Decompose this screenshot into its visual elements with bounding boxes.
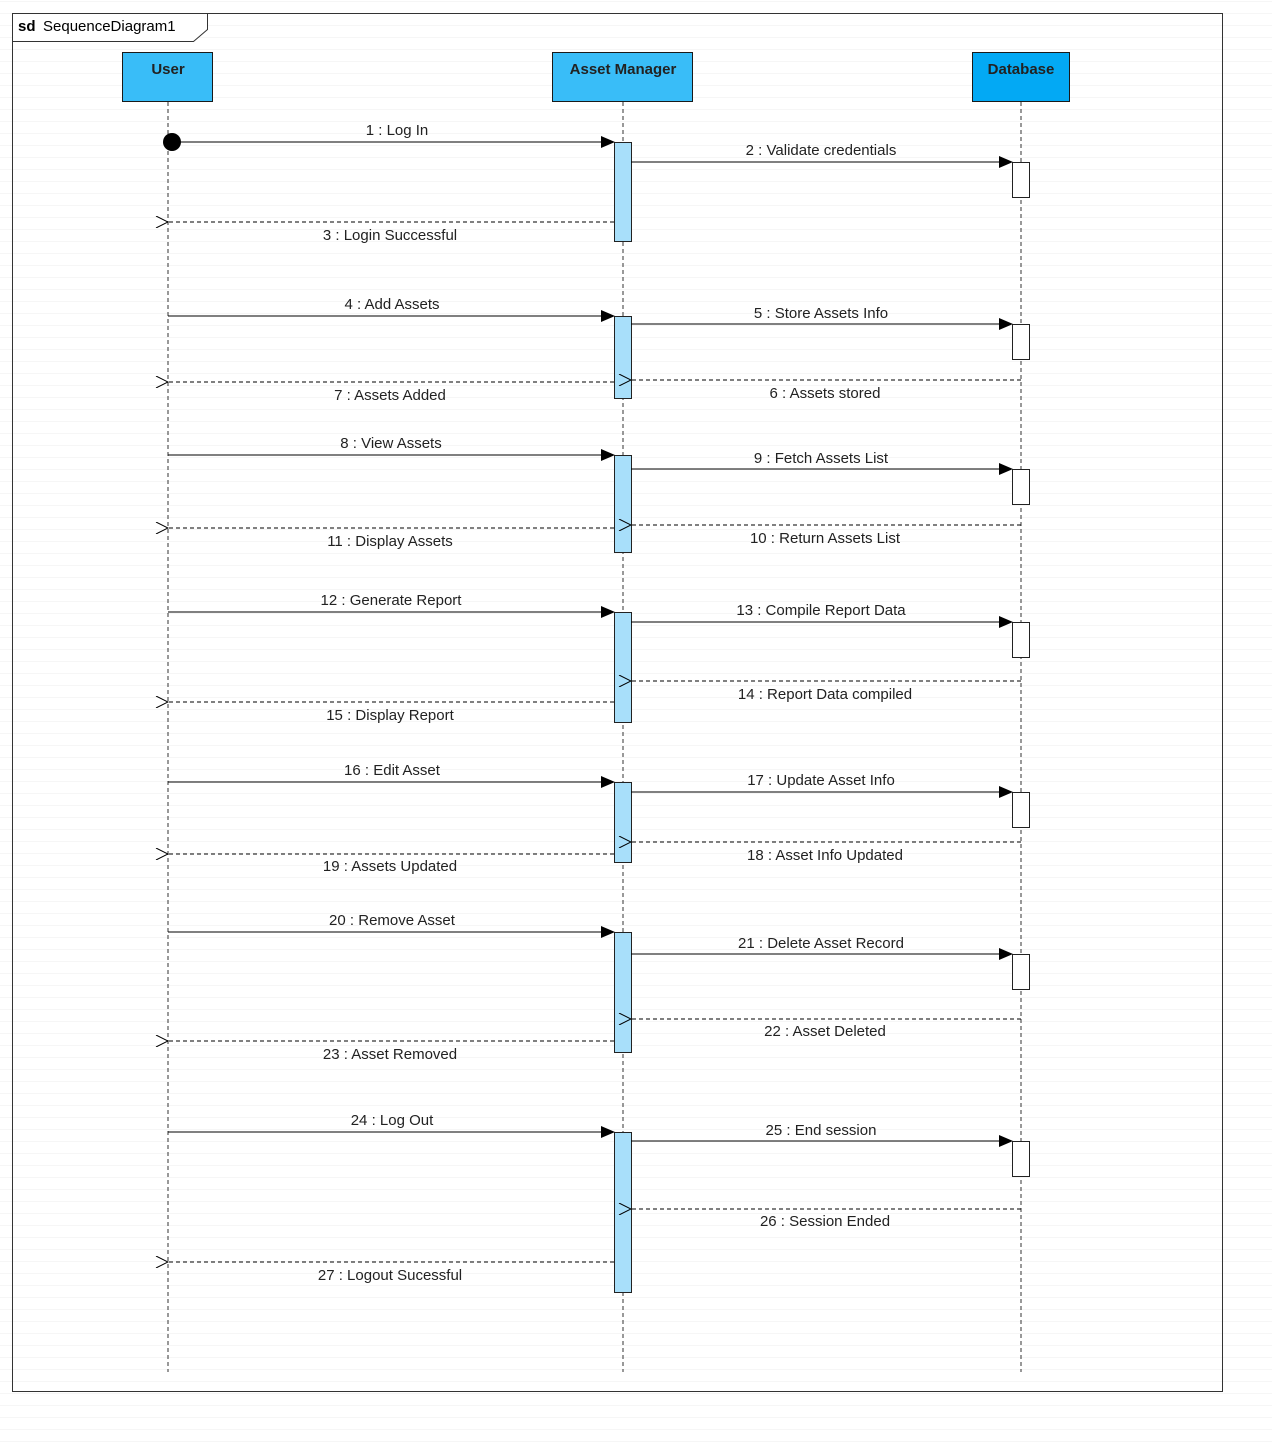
- activation-box: [1012, 622, 1030, 658]
- activation-bar: [614, 142, 632, 242]
- lifeline-asset-manager-head[interactable]: [552, 52, 693, 102]
- message-label: 25 : End session: [766, 1122, 877, 1139]
- frame-keyword: sd: [18, 18, 36, 35]
- activation-bar: [614, 612, 632, 723]
- message-label: 9 : Fetch Assets List: [754, 450, 889, 467]
- activation-box: [1012, 469, 1030, 505]
- message-label: 3 : Login Successful: [323, 227, 457, 244]
- message-label: 10 : Return Assets List: [750, 530, 901, 547]
- activation-box: [1012, 1141, 1030, 1177]
- lifeline-user-name: User: [151, 61, 185, 78]
- database-activations: [1012, 162, 1030, 1177]
- lifeline-user: User: [122, 52, 213, 1372]
- message-label: 23 : Asset Removed: [323, 1046, 457, 1063]
- activation-bar: [614, 782, 632, 863]
- message-label: 2 : Validate credentials: [746, 142, 897, 159]
- activation-box: [1012, 162, 1030, 198]
- message-label: 17 : Update Asset Info: [747, 772, 895, 789]
- message-label: 16 : Edit Asset: [344, 762, 441, 779]
- lifeline-database: Database: [972, 52, 1070, 1372]
- message-label: 13 : Compile Report Data: [736, 602, 906, 619]
- activation-bar: [614, 316, 632, 399]
- message-label: 20 : Remove Asset: [329, 912, 456, 929]
- lifeline-asset-manager: Asset Manager: [552, 52, 693, 1372]
- message-label: 14 : Report Data compiled: [738, 686, 912, 703]
- message-label: 4 : Add Assets: [344, 296, 439, 313]
- message-label: 24 : Log Out: [351, 1112, 434, 1129]
- activation-box: [1012, 792, 1030, 828]
- message-label: 19 : Assets Updated: [323, 858, 457, 875]
- message-label: 12 : Generate Report: [321, 592, 463, 609]
- activation-box: [1012, 324, 1030, 360]
- message-label: 22 : Asset Deleted: [764, 1023, 886, 1040]
- message-label: 26 : Session Ended: [760, 1213, 890, 1230]
- message-label: 7 : Assets Added: [334, 387, 446, 404]
- lifeline-user-head[interactable]: [122, 52, 213, 102]
- activation-bar: [614, 1132, 632, 1293]
- message-label: 11 : Display Assets: [327, 533, 453, 550]
- frame-border: [12, 13, 1223, 1392]
- activation-bar: [614, 455, 632, 553]
- message-label: 21 : Delete Asset Record: [738, 935, 904, 952]
- message-label: 27 : Logout Sucessful: [318, 1267, 462, 1284]
- activation-box: [1012, 954, 1030, 990]
- message-label: 5 : Store Assets Info: [754, 305, 888, 322]
- message-label: 6 : Assets stored: [770, 385, 881, 402]
- activation-bar: [614, 932, 632, 1053]
- message-label: 15 : Display Report: [326, 707, 454, 724]
- messages: 1 : Log In 2 : Validate credentials 3 : Lo…: [168, 122, 1021, 1284]
- lifeline-database-name: Database: [988, 61, 1055, 78]
- message-label: 8 : View Assets: [340, 435, 441, 452]
- diagram-frame: sd SequenceDiagram1: [12, 13, 1223, 1392]
- frame-name: SequenceDiagram1: [43, 18, 176, 35]
- message-label: 1 : Log In: [366, 122, 429, 139]
- message-label: 18 : Asset Info Updated: [747, 847, 903, 864]
- lifeline-asset-manager-name: Asset Manager: [570, 61, 677, 78]
- frame-tab: [12, 13, 208, 42]
- lifeline-database-head[interactable]: [972, 52, 1070, 102]
